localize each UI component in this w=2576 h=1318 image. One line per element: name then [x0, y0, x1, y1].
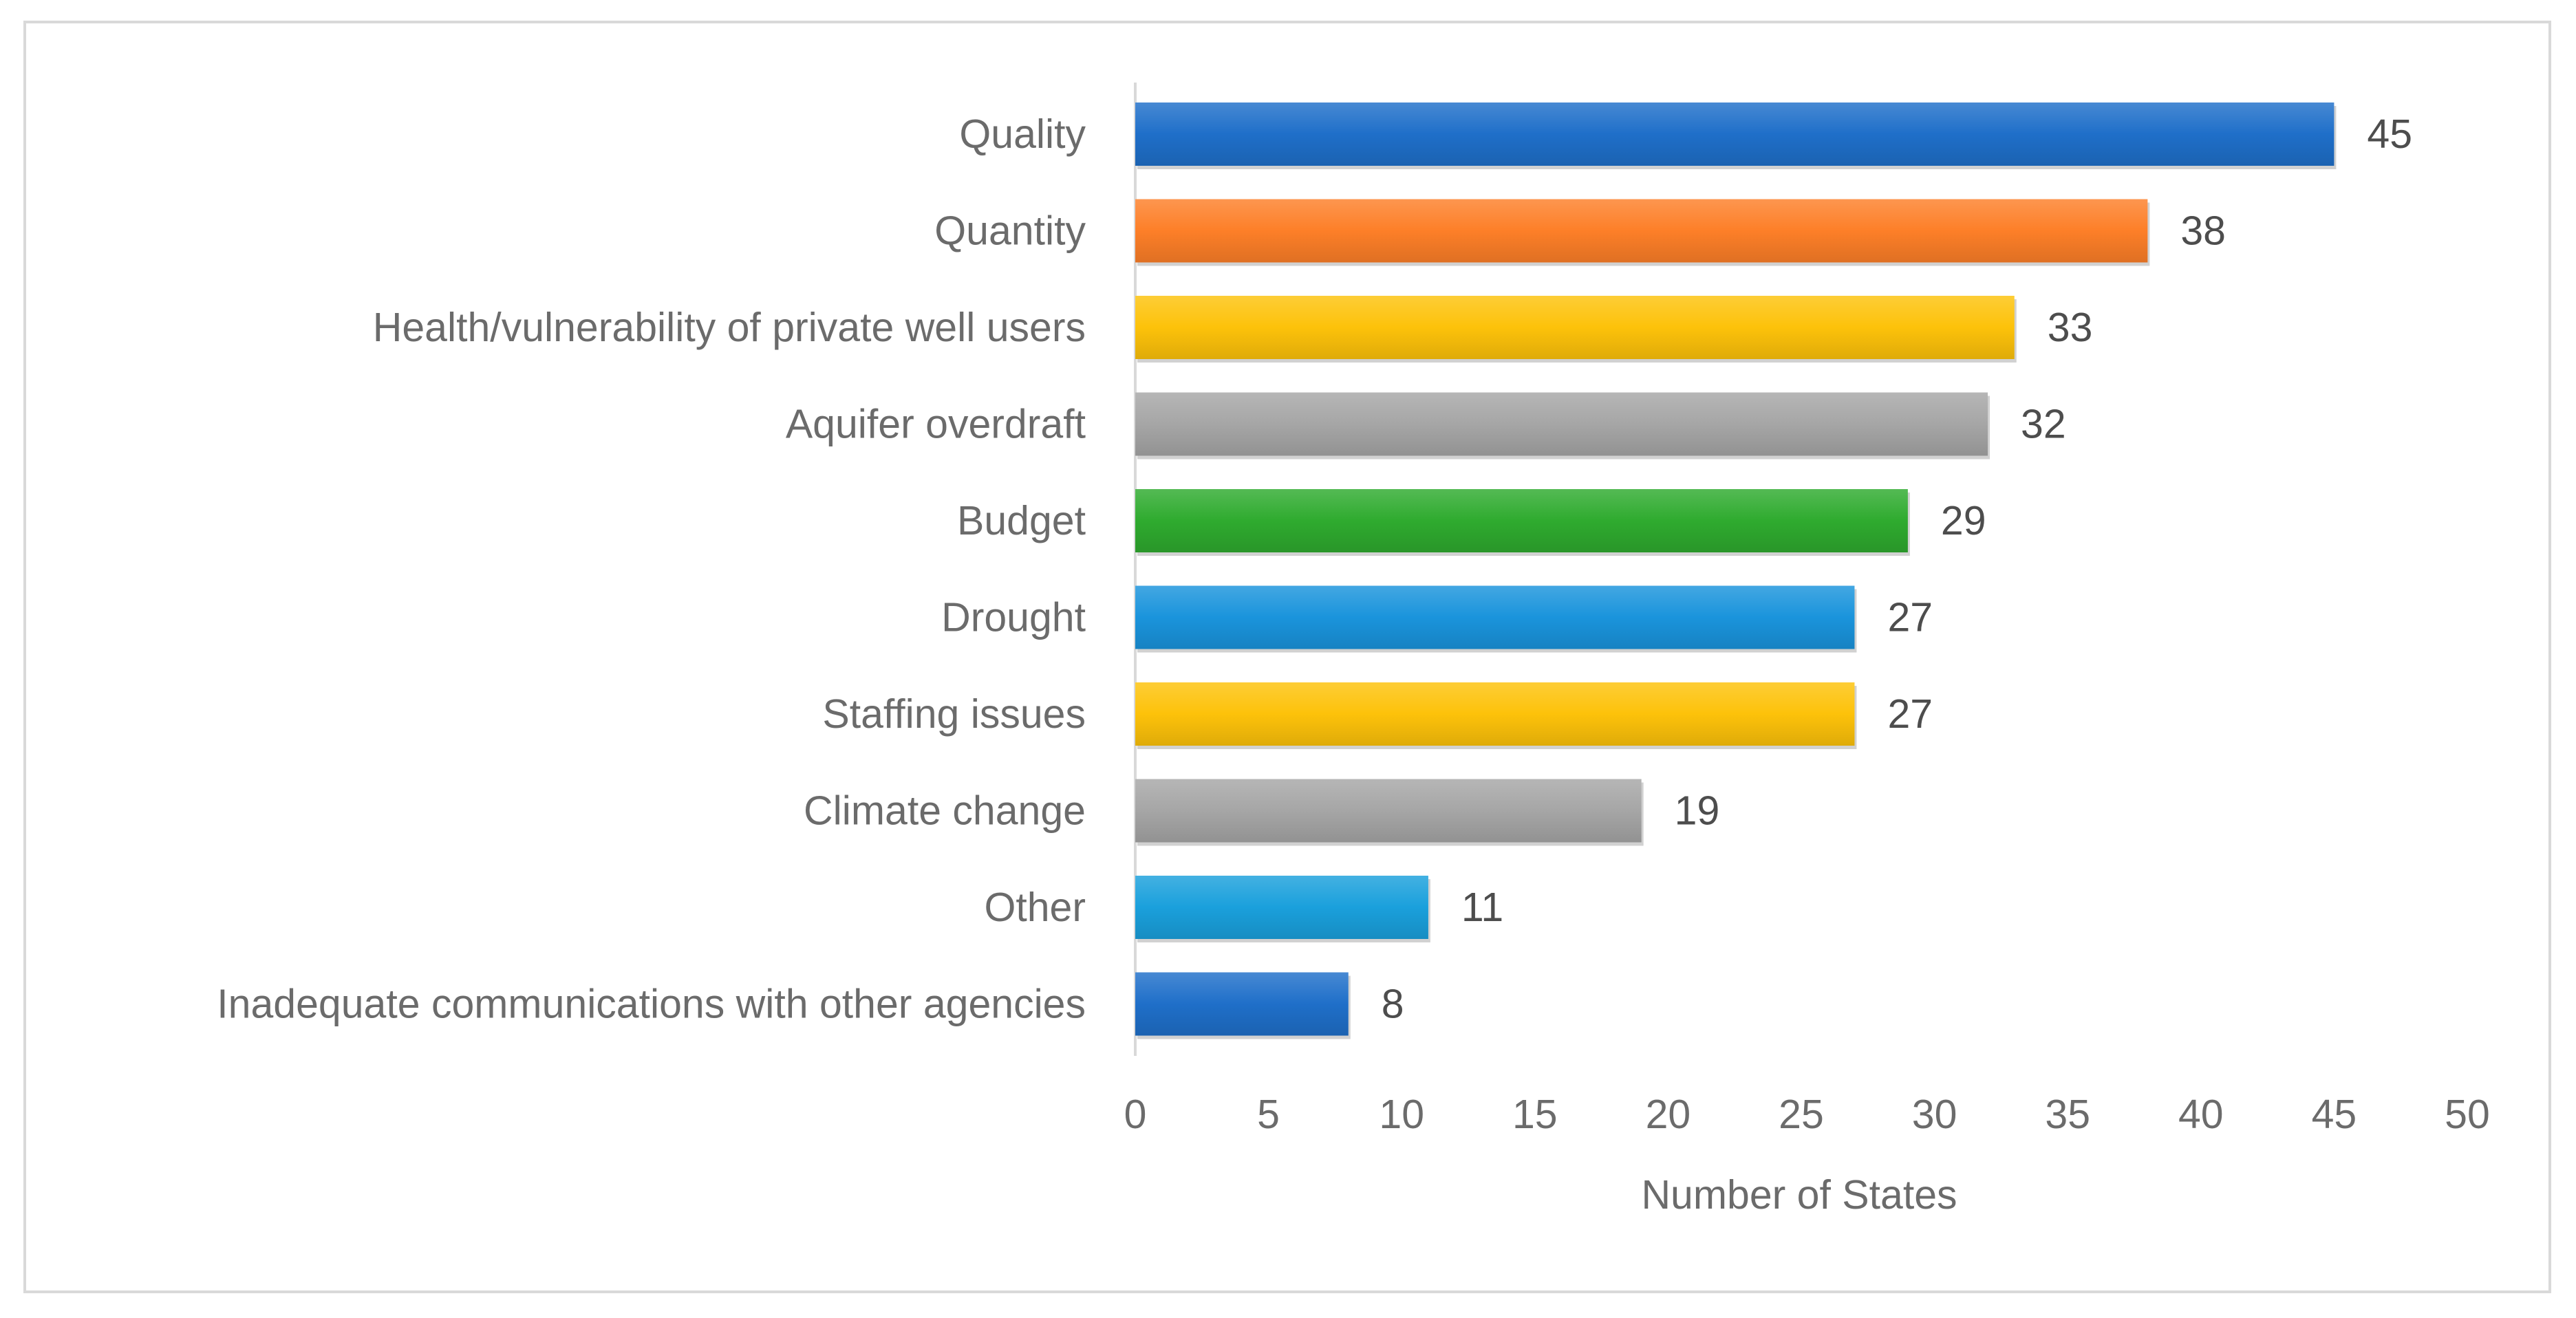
value-label: 38	[2180, 208, 2226, 254]
x-tick-label: 45	[2312, 1092, 2357, 1137]
value-label: 19	[1675, 788, 1720, 834]
value-labels: 45 38 33 32 29 27 27 19 11 8	[1382, 111, 2412, 1027]
bar	[1135, 102, 2334, 166]
value-label: 27	[1887, 691, 1933, 737]
category-label: Other	[984, 885, 1086, 930]
bar	[1135, 489, 1908, 552]
value-label: 29	[1941, 498, 1986, 543]
x-tick-label: 50	[2445, 1092, 2490, 1137]
category-label: Climate change	[804, 788, 1086, 834]
category-label: Aquifer overdraft	[786, 402, 1086, 447]
bar	[1135, 392, 1988, 456]
x-tick-label: 0	[1124, 1092, 1147, 1137]
x-tick-label: 40	[2178, 1092, 2224, 1137]
bar	[1135, 682, 1855, 746]
x-axis-ticks: 0 5 10 15 20 25 30 35 40 45 50	[1124, 1092, 2490, 1137]
category-label: Quantity	[934, 208, 1086, 254]
category-label: Health/vulnerability of private well use…	[373, 305, 1086, 350]
bar	[1135, 972, 1349, 1036]
value-label: 11	[1461, 885, 1503, 930]
bar	[1135, 779, 1642, 843]
x-tick-label: 15	[1512, 1092, 1558, 1137]
category-label: Quality	[959, 111, 1086, 157]
x-tick-label: 10	[1379, 1092, 1424, 1137]
bar	[1135, 296, 2015, 359]
x-tick-label: 25	[1779, 1092, 1824, 1137]
value-label: 45	[2367, 111, 2412, 157]
x-tick-label: 5	[1257, 1092, 1280, 1137]
bar	[1135, 876, 1428, 939]
x-tick-label: 30	[1912, 1092, 1957, 1137]
category-label: Staffing issues	[822, 691, 1086, 737]
category-label: Budget	[957, 498, 1086, 543]
bar	[1135, 199, 2148, 263]
x-axis-title: Number of States	[1641, 1172, 1957, 1218]
x-tick-label: 35	[2045, 1092, 2090, 1137]
category-label: Drought	[941, 595, 1086, 640]
value-label: 32	[2021, 402, 2066, 447]
category-label: Inadequate communications with other age…	[217, 982, 1086, 1027]
bar	[1135, 585, 1855, 649]
x-tick-label: 20	[1646, 1092, 1691, 1137]
value-label: 8	[1382, 982, 1404, 1027]
category-labels: Quality Quantity Health/vulnerability of p…	[217, 111, 1086, 1027]
value-label: 33	[2048, 305, 2093, 350]
value-label: 27	[1887, 595, 1933, 640]
bars-layer	[1135, 102, 2337, 1039]
